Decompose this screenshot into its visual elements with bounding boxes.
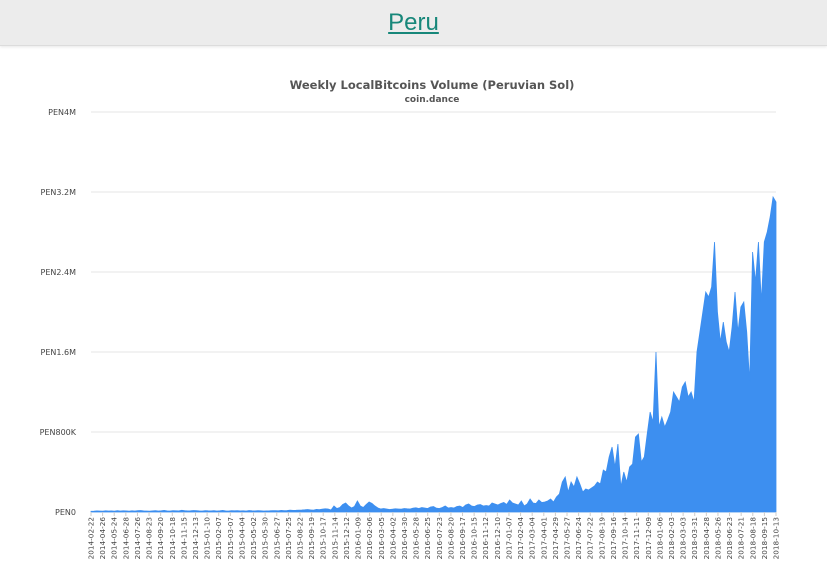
x-tick-label: 2015-10-17 [319, 517, 328, 560]
x-tick-label: 2016-01-09 [354, 517, 363, 560]
series-layer [90, 195, 777, 513]
x-tick-label: 2017-07-22 [586, 517, 595, 559]
x-tick-label: 2017-05-27 [563, 517, 572, 560]
x-tick-label: 2014-12-13 [191, 517, 200, 560]
x-tick-label: 2015-11-14 [330, 517, 339, 560]
x-tick-label: 2017-12-09 [644, 517, 653, 560]
x-tick-label: 2016-12-10 [493, 517, 502, 560]
x-tick-label: 2014-08-23 [145, 517, 154, 560]
x-tick-label: 2016-04-30 [400, 517, 409, 560]
x-tick-label: 2015-01-10 [203, 517, 212, 560]
x-tick-label: 2016-11-12 [481, 517, 490, 559]
x-tick-label: 2018-03-03 [679, 517, 688, 560]
x-tick-label: 2016-08-20 [446, 517, 455, 560]
x-tick-label: 2015-03-07 [226, 517, 235, 560]
x-tick-label: 2018-02-03 [667, 517, 676, 560]
x-tick-label: 2017-03-04 [528, 517, 537, 560]
x-tick-label: 2014-06-28 [121, 517, 130, 560]
x-tick-label: 2015-06-27 [272, 517, 281, 560]
x-tick-label: 2016-10-15 [470, 517, 479, 559]
x-tick-label: 2016-09-17 [458, 517, 467, 560]
x-tick-label: 2015-02-07 [214, 517, 223, 560]
x-tick-label: 2018-10-13 [772, 517, 781, 560]
x-tick-label: 2018-09-15 [760, 517, 769, 559]
x-tick-label: 2015-05-30 [261, 517, 270, 560]
x-tick-label: 2014-05-24 [110, 517, 119, 560]
x-tick-label: 2017-02-04 [516, 517, 525, 560]
x-tick-label: 2015-12-12 [342, 517, 351, 559]
x-tick-label: 2018-07-21 [737, 517, 746, 559]
x-tick-label: 2018-04-28 [702, 517, 711, 560]
x-tick-label: 2017-06-24 [574, 517, 583, 560]
x-tick-label: 2016-03-05 [377, 517, 386, 559]
y-tick-label: PEN2.4M [41, 268, 77, 277]
x-tick-label: 2017-04-29 [551, 517, 560, 560]
x-tick-label: 2015-04-04 [237, 517, 246, 560]
x-tick-label: 2016-02-06 [365, 517, 374, 560]
x-axis: 2014-02-22 2014-04-26 2014-05-24 2014-06-28… [87, 512, 781, 559]
x-tick-label: 2014-04-26 [98, 517, 107, 560]
country-title-link[interactable]: Peru [388, 9, 439, 36]
x-tick-label: 2018-01-06 [655, 517, 664, 560]
chart-subtitle: coin.dance [405, 95, 460, 105]
y-tick-label: PEN4M [48, 108, 76, 117]
volume-chart: Weekly LocalBitcoins Volume (Peruvian So… [40, 78, 781, 559]
x-tick-label: 2018-06-23 [725, 517, 734, 560]
x-tick-label: 2016-07-23 [435, 517, 444, 560]
volume-area-series [90, 195, 777, 513]
x-tick-label: 2016-06-25 [423, 517, 432, 559]
x-tick-label: 2017-10-14 [621, 517, 630, 560]
x-tick-label: 2016-05-28 [412, 517, 421, 560]
x-tick-label: 2016-04-02 [388, 517, 397, 559]
chart-title: Weekly LocalBitcoins Volume (Peruvian So… [290, 78, 575, 92]
x-tick-label: 2017-01-07 [504, 517, 513, 560]
x-tick-label: 2018-08-18 [748, 517, 757, 560]
x-tick-label: 2017-04-01 [539, 517, 548, 559]
x-tick-label: 2014-10-18 [168, 517, 177, 560]
x-tick-label: 2017-11-11 [632, 517, 641, 559]
y-tick-label: PEN0 [55, 508, 76, 517]
x-tick-label: 2017-08-19 [597, 517, 606, 560]
y-tick-label: PEN1.6M [41, 348, 77, 357]
y-axis: PEN0 PEN800K PEN1.6M PEN2.4M PEN3.2M PEN4M [40, 108, 77, 517]
y-tick-label: PEN3.2M [41, 188, 77, 197]
x-tick-label: 2018-05-26 [713, 517, 722, 560]
x-tick-label: 2014-09-20 [156, 517, 165, 560]
x-tick-label: 2018-03-31 [690, 517, 699, 559]
x-tick-label: 2015-07-25 [284, 517, 293, 559]
x-tick-label: 2017-09-16 [609, 517, 618, 560]
x-tick-label: 2015-09-19 [307, 517, 316, 560]
y-tick-label: PEN800K [40, 428, 77, 437]
x-tick-label: 2014-11-15 [179, 517, 188, 559]
x-tick-label: 2014-02-22 [87, 517, 96, 559]
chart-container: Weekly LocalBitcoins Volume (Peruvian So… [0, 46, 827, 576]
x-tick-label: 2015-05-02 [249, 517, 258, 559]
x-tick-label: 2014-07-26 [133, 517, 142, 560]
x-tick-label: 2015-08-22 [295, 517, 304, 559]
page-header: Peru [0, 0, 827, 46]
